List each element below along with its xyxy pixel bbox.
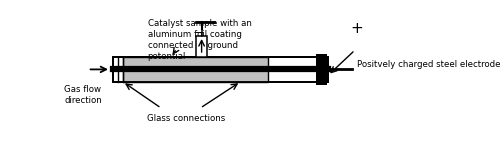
Bar bbox=[113, 57, 328, 82]
Text: Gas flow
direction: Gas flow direction bbox=[64, 85, 102, 105]
Text: Catalyst sample with an
aluminum foil coating
connected to ground
potential: Catalyst sample with an aluminum foil co… bbox=[148, 19, 252, 61]
Bar bbox=[196, 36, 207, 57]
Bar bbox=[113, 57, 328, 82]
Text: −: − bbox=[195, 28, 204, 38]
Text: Positvely charged steel electrode: Positvely charged steel electrode bbox=[357, 60, 500, 69]
Bar bbox=[316, 54, 327, 85]
Text: Glass connections: Glass connections bbox=[148, 114, 226, 123]
Bar bbox=[122, 57, 268, 82]
Bar bbox=[122, 57, 268, 82]
Text: +: + bbox=[350, 21, 364, 36]
